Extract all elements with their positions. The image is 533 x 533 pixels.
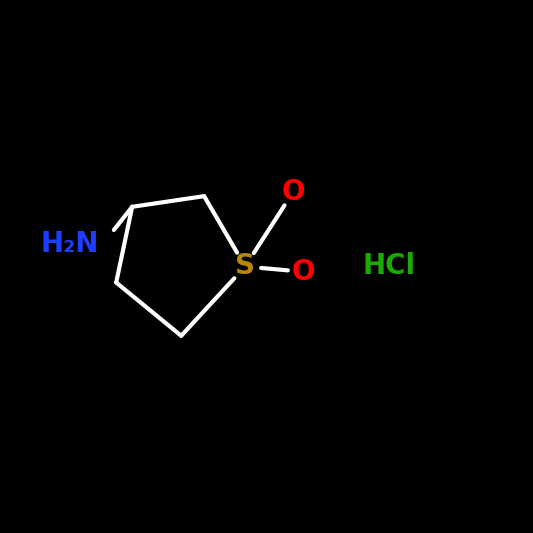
Text: O: O xyxy=(292,258,316,286)
Text: S: S xyxy=(235,253,255,280)
Text: O: O xyxy=(281,178,305,206)
Text: H₂N: H₂N xyxy=(40,230,99,258)
Text: HCl: HCl xyxy=(362,253,416,280)
